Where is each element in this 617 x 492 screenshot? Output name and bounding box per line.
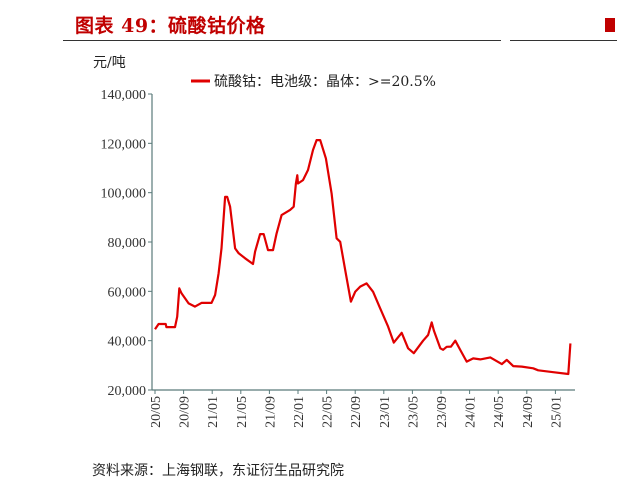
y-tick-label: 120,000 (101, 137, 147, 152)
series-line-cobalt-sulfate (154, 139, 572, 376)
y-tick-label: 80,000 (108, 236, 147, 251)
x-tick-label: 20/05 (149, 396, 164, 428)
x-tick-label: 21/05 (235, 396, 250, 428)
x-tick-label: 21/09 (263, 396, 278, 428)
legend: 硫酸钴：电池级：晶体：>=20.5% (191, 74, 436, 90)
source-note: 资料来源：上海钢联，东证衍生品研究院 (92, 463, 344, 479)
x-tick-label: 24/05 (492, 396, 507, 428)
chart-title: 图表 49：硫酸钴价格 (75, 15, 266, 37)
x-tick-label: 25/01 (549, 396, 564, 428)
x-tick-label: 22/05 (321, 396, 336, 428)
y-tick-label: 40,000 (108, 335, 147, 350)
y-tick-label: 60,000 (108, 285, 147, 300)
legend-label: 硫酸钴：电池级：晶体：>=20.5% (214, 74, 436, 90)
x-tick-label: 22/01 (292, 396, 307, 428)
title-divider (63, 40, 501, 41)
x-tick-label: 24/01 (464, 396, 479, 428)
y-axis-unit-label: 元/吨 (93, 55, 126, 71)
x-tick-label: 22/09 (349, 396, 364, 428)
title-divider-right (510, 40, 617, 41)
x-tick-label: 23/09 (435, 396, 450, 428)
y-tick-label: 20,000 (108, 384, 147, 399)
y-tick-label: 140,000 (101, 88, 147, 103)
next-figure-marker (605, 18, 615, 32)
x-tick-label: 20/09 (178, 396, 193, 428)
x-tick-label: 24/09 (521, 396, 536, 428)
y-tick-label: 100,000 (101, 187, 147, 202)
x-tick-label: 21/01 (206, 396, 221, 428)
x-tick-label: 23/01 (378, 396, 393, 428)
x-tick-label: 23/05 (406, 396, 421, 428)
